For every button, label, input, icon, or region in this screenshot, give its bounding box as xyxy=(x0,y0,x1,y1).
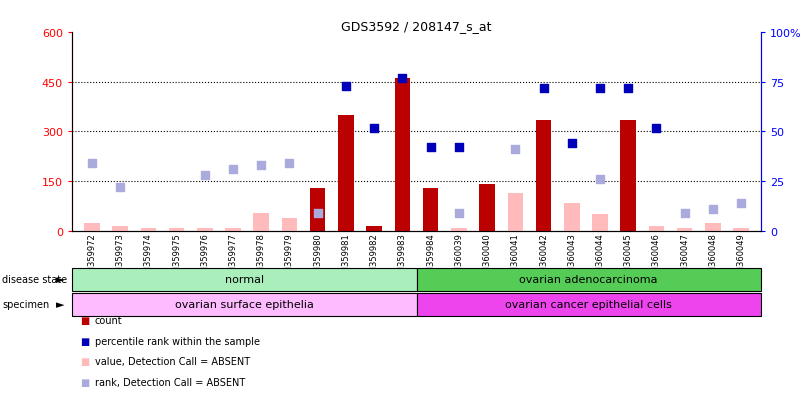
Point xyxy=(566,141,578,147)
Bar xyxy=(310,188,325,231)
Point xyxy=(255,163,268,169)
Bar xyxy=(417,293,761,316)
Text: disease state: disease state xyxy=(2,275,67,285)
Bar xyxy=(140,229,156,231)
Bar xyxy=(564,203,580,231)
Text: ovarian surface epithelia: ovarian surface epithelia xyxy=(175,299,314,310)
Title: GDS3592 / 208147_s_at: GDS3592 / 208147_s_at xyxy=(341,20,492,33)
Text: ■: ■ xyxy=(80,377,90,387)
Bar xyxy=(705,223,721,231)
Point xyxy=(340,83,352,90)
Bar xyxy=(649,226,664,231)
Bar xyxy=(197,229,212,231)
Text: percentile rank within the sample: percentile rank within the sample xyxy=(95,336,260,346)
Text: rank, Detection Call = ABSENT: rank, Detection Call = ABSENT xyxy=(95,377,245,387)
Bar xyxy=(479,185,495,231)
Text: ovarian adenocarcinoma: ovarian adenocarcinoma xyxy=(520,275,658,285)
Text: count: count xyxy=(95,315,122,325)
Bar xyxy=(423,188,438,231)
Point xyxy=(453,210,465,217)
Bar xyxy=(417,268,761,291)
Point xyxy=(312,210,324,217)
Point xyxy=(368,125,380,131)
Text: ■: ■ xyxy=(80,356,90,366)
Point xyxy=(396,75,409,82)
Point xyxy=(227,166,239,173)
Bar xyxy=(225,229,241,231)
Bar xyxy=(508,193,523,231)
Point xyxy=(453,145,465,151)
Text: ►: ► xyxy=(56,275,64,285)
Bar xyxy=(451,229,467,231)
Point xyxy=(735,200,747,207)
Bar xyxy=(282,218,297,231)
Point xyxy=(594,85,606,92)
Point xyxy=(537,85,550,92)
Point xyxy=(199,173,211,179)
Point xyxy=(283,161,296,167)
Bar xyxy=(734,229,749,231)
Text: ►: ► xyxy=(56,299,64,310)
Text: value, Detection Call = ABSENT: value, Detection Call = ABSENT xyxy=(95,356,250,366)
Text: normal: normal xyxy=(225,275,264,285)
Point xyxy=(706,206,719,213)
Bar xyxy=(253,213,269,231)
Bar xyxy=(169,229,184,231)
Text: ■: ■ xyxy=(80,315,90,325)
Bar xyxy=(536,121,551,231)
Point xyxy=(594,176,606,183)
Point xyxy=(425,145,437,151)
Bar xyxy=(395,79,410,231)
Point xyxy=(650,125,663,131)
Point xyxy=(678,210,691,217)
Point xyxy=(114,184,127,191)
Bar xyxy=(338,116,354,231)
Bar xyxy=(72,293,417,316)
Point xyxy=(509,147,521,153)
Bar xyxy=(592,215,608,231)
Point xyxy=(86,161,99,167)
Point xyxy=(622,85,634,92)
Bar xyxy=(366,226,382,231)
Bar xyxy=(677,229,693,231)
Bar xyxy=(84,223,99,231)
Bar xyxy=(112,226,128,231)
Bar xyxy=(72,268,417,291)
Text: specimen: specimen xyxy=(2,299,50,310)
Text: ovarian cancer epithelial cells: ovarian cancer epithelial cells xyxy=(505,299,672,310)
Text: ■: ■ xyxy=(80,336,90,346)
Bar xyxy=(621,121,636,231)
